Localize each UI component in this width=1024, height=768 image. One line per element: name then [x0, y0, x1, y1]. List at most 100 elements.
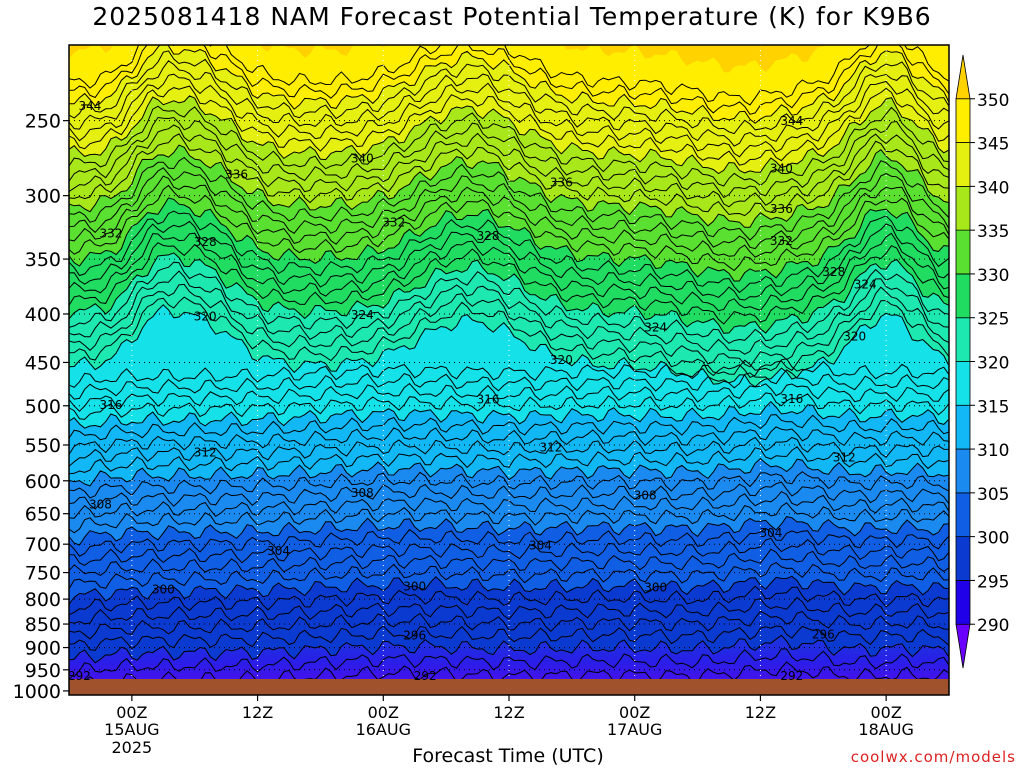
colorbar-label: 325: [977, 310, 1009, 330]
colorbar-label: 290: [977, 616, 1009, 636]
contour-line-341: [69, 85, 949, 166]
contour-line-306: [69, 502, 949, 534]
colorbar-label: 330: [977, 266, 1009, 286]
contour-label: 308: [634, 488, 657, 502]
contour-label: 304: [529, 539, 552, 553]
colorbar-segment: [955, 580, 971, 625]
contour-label: 300: [403, 580, 426, 594]
contour-line-303: [69, 537, 949, 566]
contour-label: 316: [780, 392, 803, 406]
contour-line-328: [69, 220, 949, 301]
contour-label: 304: [759, 526, 782, 540]
colorbar-segment: [955, 185, 971, 231]
contour-line-347: [69, 45, 949, 106]
y-tick-label: 600: [25, 471, 61, 493]
contour-line-318: [69, 369, 949, 400]
x-tick-label: 00Z: [619, 703, 650, 722]
colorbar-segment: [955, 273, 971, 319]
chart-title: 2025081418 NAM Forecast Potential Temper…: [92, 2, 932, 31]
contour-label: 344: [780, 114, 803, 128]
contour-line-319: [69, 358, 949, 388]
contour-line-343: [69, 60, 949, 147]
colorbar-label: 320: [977, 354, 1009, 374]
y-tick-label: 350: [25, 249, 61, 271]
contour-line-309: [69, 471, 949, 499]
colorbar-label: 300: [977, 529, 1009, 549]
colorbar-segment: [955, 536, 971, 581]
contour-label: 300: [152, 582, 175, 596]
contour-line-333: [69, 167, 949, 250]
ground-below-surface: [69, 679, 949, 695]
y-tick-label: 900: [25, 638, 61, 660]
contour-label: 324: [351, 308, 374, 322]
colorbar-segment: [955, 623, 971, 669]
contour-label: 328: [477, 229, 500, 243]
y-tick-label: 800: [25, 589, 61, 611]
contour-line-338: [69, 116, 949, 199]
credit-text: coolwx.com/models: [850, 748, 1016, 766]
contour-label: 324: [854, 277, 877, 291]
contour-line-320: [69, 304, 949, 388]
colorbar-segment: [955, 404, 971, 450]
contour-label: 300: [644, 580, 667, 594]
x-tick-label: 12Z: [745, 703, 776, 722]
colorbar-segment: [955, 142, 971, 187]
contour-label: 320: [194, 310, 217, 324]
contour-label: 344: [78, 99, 101, 113]
contour-label: 328: [194, 235, 217, 249]
x-tick-date: 17AUG: [607, 720, 662, 739]
contour-line-321: [69, 296, 949, 379]
contour-line-313: [69, 426, 949, 455]
y-tick-label: 300: [25, 186, 61, 208]
contour-label: 292: [68, 669, 91, 683]
contour-label: 340: [351, 151, 374, 165]
contour-label: 312: [539, 440, 562, 454]
contour-line-304: [69, 527, 949, 557]
contour-label: 312: [833, 451, 856, 465]
colorbar-label: 340: [977, 178, 1009, 198]
contour-line-298: [69, 596, 949, 625]
y-tick-label: 400: [25, 304, 61, 326]
contour-label: 296: [403, 628, 426, 642]
contour-label: 324: [644, 321, 667, 335]
colorbar-label: 350: [977, 91, 1009, 111]
x-tick-label: 12Z: [493, 703, 524, 722]
contour-line-346: [69, 45, 949, 115]
y-tick-label: 650: [25, 504, 61, 526]
contour-line-324: [69, 261, 949, 344]
colorbar-label: 345: [977, 135, 1009, 155]
contour-line-330: [69, 197, 949, 282]
y-tick-label: 550: [25, 435, 61, 457]
contour-line-323: [69, 270, 949, 355]
x-tick-year: 2025: [111, 738, 152, 757]
x-tick-label: 00Z: [368, 703, 399, 722]
y-tick-label: 250: [25, 111, 61, 133]
contour-label: 320: [843, 329, 866, 343]
contour-line-342: [69, 73, 949, 158]
colorbar-label: 305: [977, 485, 1009, 505]
x-tick-label: 00Z: [870, 703, 901, 722]
contour-label: 312: [194, 445, 217, 459]
x-tick-label: 00Z: [116, 703, 147, 722]
contour-line-310: [69, 457, 949, 487]
contour-line-337: [69, 124, 949, 208]
y-tick-label: 500: [25, 396, 61, 418]
contour-label: 336: [225, 168, 248, 182]
x-tick-date: 16AUG: [356, 720, 411, 739]
colorbar-segment: [955, 317, 971, 362]
contour-label: 332: [99, 226, 122, 240]
colorbar-segment: [955, 448, 971, 494]
contour-line-340: [69, 95, 949, 175]
colorbar-label: 310: [977, 441, 1009, 461]
contour-label: 336: [550, 176, 573, 190]
contour-line-302: [69, 548, 949, 576]
contour-line-315: [69, 400, 949, 429]
contour-label: 340: [770, 162, 793, 176]
colorbar-segment: [955, 54, 971, 100]
contour-line-322: [69, 283, 949, 368]
contour-label: 304: [267, 544, 290, 558]
y-tick-label: 700: [25, 534, 61, 556]
contour-line-294: [69, 648, 949, 678]
colorbar-label: 315: [977, 397, 1009, 417]
